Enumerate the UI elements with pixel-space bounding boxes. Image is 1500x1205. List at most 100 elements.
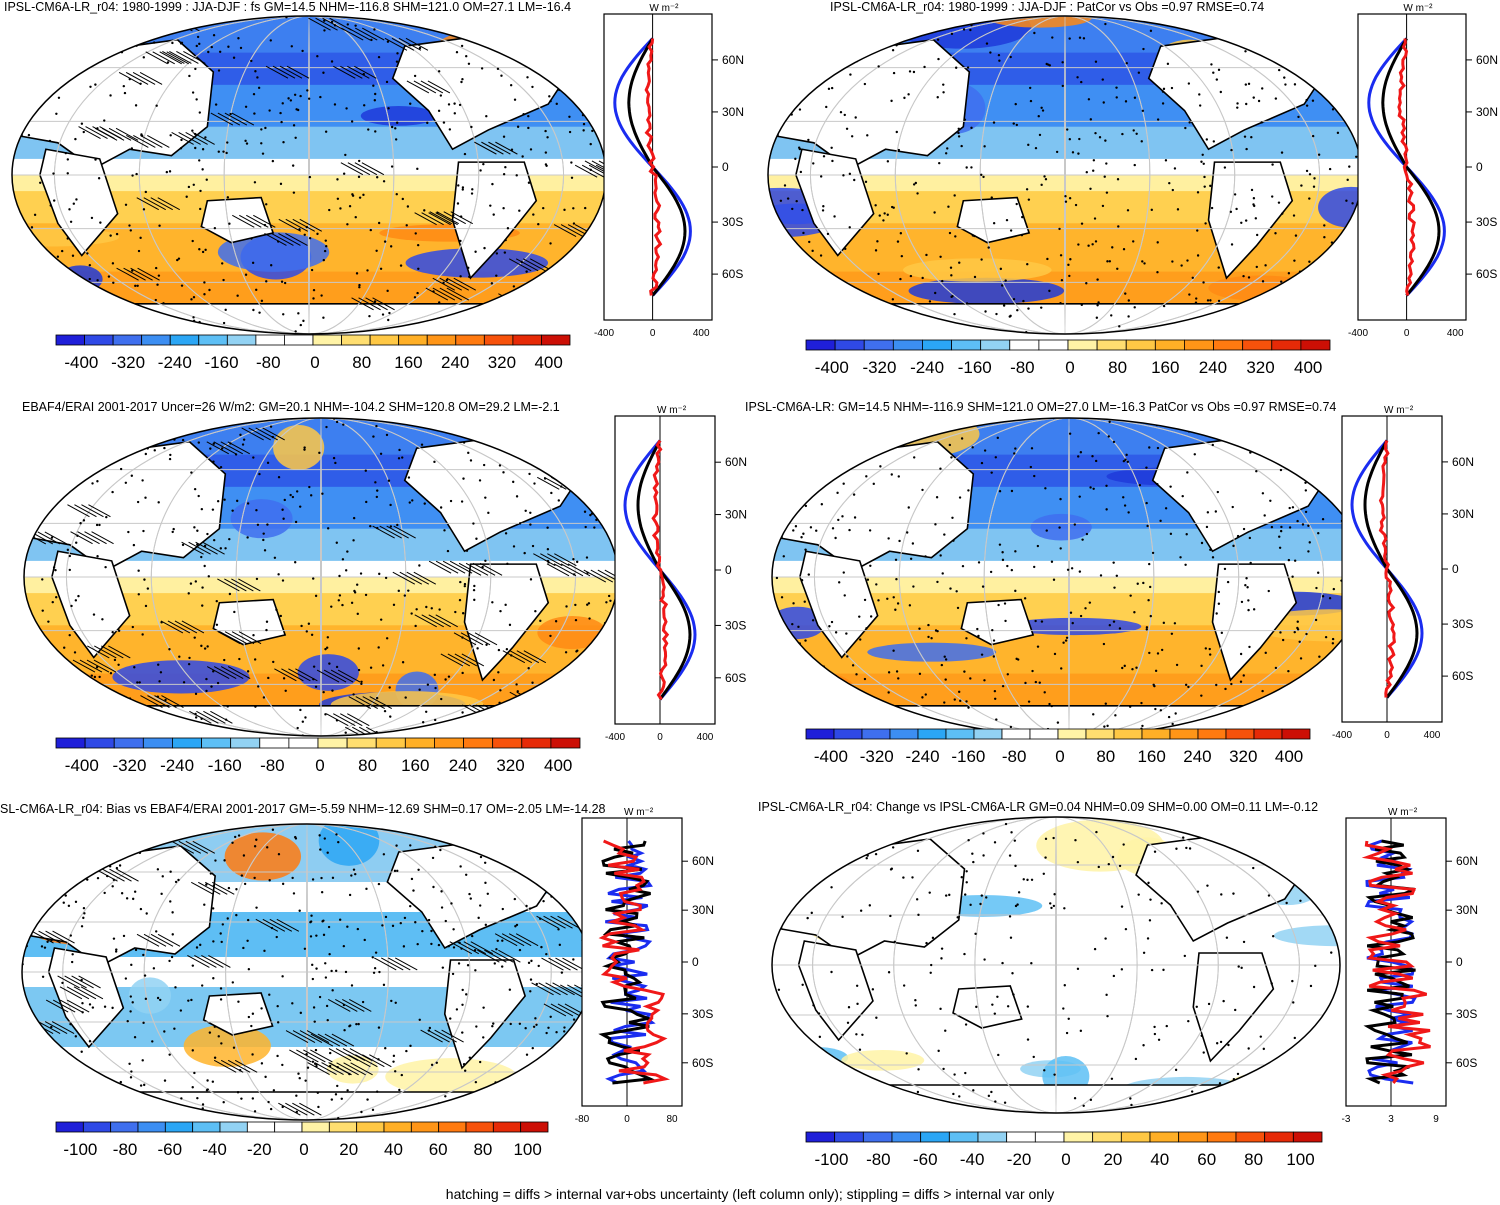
hatch-line [125, 71, 149, 85]
hatch-line [328, 999, 351, 1012]
stipple-dot [59, 493, 63, 496]
hatch-line [579, 438, 603, 452]
stipple-dot [1124, 458, 1127, 461]
panel-title: SL-CM6A-LR_r04: Bias vs EBAF4/ERAI 2001-… [0, 802, 606, 816]
stipple-dot [1014, 447, 1017, 450]
stipple-dot [1232, 544, 1235, 548]
stipple-dot [1264, 651, 1267, 655]
stipple-dot [157, 663, 160, 666]
stipple-dot [575, 298, 579, 302]
hatch-line [446, 277, 470, 291]
stipple-dot [127, 530, 130, 534]
hatch-line [79, 659, 103, 673]
stipple-dot [1236, 434, 1240, 437]
stipple-dot [326, 851, 329, 854]
stipple-dot [440, 697, 443, 701]
stipple-dot [542, 899, 545, 903]
field-blob [224, 832, 302, 881]
stipple-dot [969, 28, 972, 32]
stipple-dot [275, 935, 278, 939]
hatch-line [210, 112, 234, 126]
stipple-dot [960, 144, 963, 148]
stipple-dot [240, 1097, 243, 1100]
stipple-dot [326, 636, 330, 639]
hatch-line [435, 560, 459, 574]
stipple-dot [830, 970, 833, 974]
graticule-lon [1068, 418, 1070, 736]
stipple-dot [377, 882, 381, 886]
hatch-line [37, 1021, 61, 1035]
stipple-dot [282, 140, 285, 144]
stipple-dot [1171, 188, 1175, 192]
stipple-dot [496, 34, 499, 37]
stipple-dot [447, 945, 450, 948]
stipple-dot [557, 499, 560, 502]
stipple-dot [111, 490, 114, 494]
stipple-dot [15, 136, 19, 139]
stipple-dot [423, 502, 426, 505]
stipple-dot [1010, 831, 1013, 834]
stipple-dot [1103, 175, 1106, 178]
stipple-dot [1021, 215, 1024, 219]
stipple-dot [389, 1118, 392, 1120]
stipple-dot [76, 37, 79, 40]
stipple-dot [529, 511, 532, 514]
stipple-dot [806, 330, 809, 334]
stipple-dot [105, 418, 109, 420]
stipple-dot [150, 1112, 153, 1116]
stipple-dot [142, 56, 145, 59]
stipple-dot [478, 726, 482, 729]
stipple-dot [178, 655, 181, 658]
stipple-dot [1159, 519, 1162, 523]
stipple-dot [1301, 420, 1305, 423]
hatch-line [81, 504, 104, 518]
colorbar-tick-label: 80 [1096, 747, 1115, 766]
field-blob [183, 1024, 271, 1067]
stipple-dot [1291, 979, 1294, 983]
stipple-dot [360, 680, 363, 683]
stipple-dot [777, 531, 781, 535]
stipple-dot [487, 511, 490, 515]
stipple-dot [68, 422, 71, 426]
stipple-dot [309, 920, 313, 923]
stipple-dot [523, 551, 526, 555]
stipple-dot [928, 300, 932, 303]
stipple-dot [971, 852, 974, 855]
stipple-dot [375, 424, 378, 428]
stipple-dot [969, 903, 972, 907]
stipple-dot [887, 691, 890, 694]
stipple-dot [812, 276, 815, 280]
stipple-dot [588, 102, 591, 106]
colorbar-swatch [1235, 1131, 1266, 1143]
hatch-line [87, 27, 111, 40]
colorbar-swatch [82, 1121, 112, 1133]
stipple-dot [786, 1082, 789, 1086]
stipple-dot [866, 134, 869, 137]
stipple-dot [1355, 155, 1358, 158]
stipple-dot [1327, 459, 1331, 463]
stipple-dot [139, 1084, 143, 1087]
stipple-dot [450, 902, 453, 905]
stipple-dot [205, 20, 209, 23]
hatch-line [427, 1029, 450, 1043]
stipple-dot [480, 67, 484, 70]
stipple-dot [269, 264, 273, 267]
hatch-line [361, 162, 385, 176]
stipple-dot [241, 443, 245, 446]
stipple-dot [324, 239, 327, 242]
stipple-dot [820, 291, 824, 294]
profile-x-tick: 400 [1424, 730, 1441, 741]
stipple-dot [841, 303, 844, 306]
stipple-dot [479, 904, 482, 907]
stipple-dot [841, 515, 844, 518]
stipple-dot [228, 537, 231, 541]
stipple-dot [858, 615, 861, 618]
hatch-line [73, 986, 97, 1000]
stipple-dot [346, 1089, 349, 1092]
stipple-dot [1196, 229, 1199, 232]
stipple-dot [267, 676, 270, 680]
hatch-line [160, 620, 184, 634]
stipple-dot [66, 65, 70, 68]
stipple-dot [1115, 86, 1118, 89]
stipple-dot [409, 844, 412, 847]
